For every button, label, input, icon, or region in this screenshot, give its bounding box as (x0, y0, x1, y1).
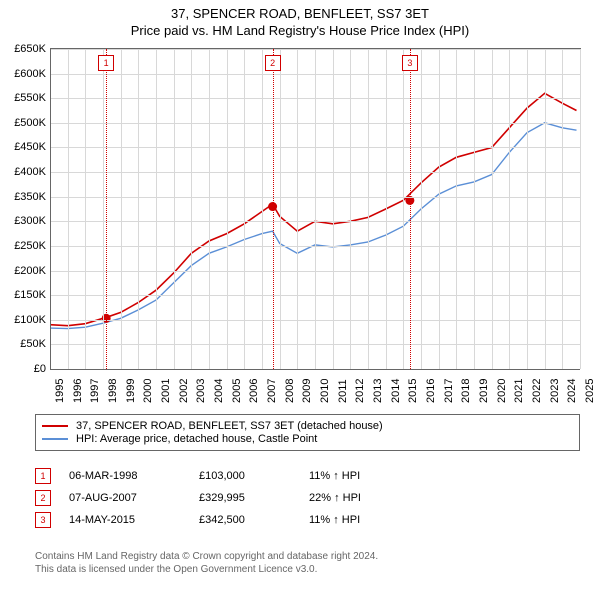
sale-marker-box: 2 (265, 55, 281, 71)
sale-price-1: £103,000 (199, 470, 309, 482)
x-axis-label: 2018 (460, 379, 472, 403)
footer-line-2: This data is licensed under the Open Gov… (35, 563, 378, 576)
sale-marker-box: 1 (98, 55, 114, 71)
x-axis-label: 2017 (443, 379, 455, 403)
sale-marker-3: 3 (35, 512, 51, 528)
x-axis-label: 2001 (160, 379, 172, 403)
sale-row-2: 2 07-AUG-2007 £329,995 22% ↑ HPI (35, 490, 419, 506)
x-axis-label: 2002 (178, 379, 190, 403)
sale-date-3: 14-MAY-2015 (69, 514, 199, 526)
footer-text: Contains HM Land Registry data © Crown c… (35, 550, 378, 576)
x-axis-label: 2014 (390, 379, 402, 403)
x-axis-label: 2023 (549, 379, 561, 403)
x-axis-label: 2011 (337, 379, 349, 403)
legend-box: 37, SPENCER ROAD, BENFLEET, SS7 3ET (det… (35, 414, 580, 451)
x-axis-label: 2006 (248, 379, 260, 403)
x-axis-label: 2009 (301, 379, 313, 403)
sale-pct-2: 22% ↑ HPI (309, 492, 419, 504)
sale-marker-1: 1 (35, 468, 51, 484)
y-axis-label: £350K (0, 191, 46, 203)
x-axis-label: 2000 (142, 379, 154, 403)
legend-label-blue: HPI: Average price, detached house, Cast… (76, 433, 317, 445)
sale-marker-2: 2 (35, 490, 51, 506)
x-axis-label: 2020 (496, 379, 508, 403)
x-axis-label: 2025 (584, 379, 596, 403)
title-subtitle: Price paid vs. HM Land Registry's House … (0, 23, 600, 40)
sale-price-2: £329,995 (199, 492, 309, 504)
y-axis-label: £400K (0, 166, 46, 178)
y-axis-label: £200K (0, 265, 46, 277)
sale-price-3: £342,500 (199, 514, 309, 526)
x-axis-label: 2003 (195, 379, 207, 403)
sale-pct-1: 11% ↑ HPI (309, 470, 419, 482)
y-axis-label: £450K (0, 141, 46, 153)
x-axis-label: 2016 (425, 379, 437, 403)
chart-container: 37, SPENCER ROAD, BENFLEET, SS7 3ET Pric… (0, 0, 600, 590)
sale-pct-3: 11% ↑ HPI (309, 514, 419, 526)
x-axis-label: 2005 (231, 379, 243, 403)
x-axis-label: 1995 (54, 379, 66, 403)
sales-list: 1 06-MAR-1998 £103,000 11% ↑ HPI 2 07-AU… (35, 462, 419, 534)
legend-swatch-red (42, 425, 68, 427)
y-axis-label: £600K (0, 68, 46, 80)
x-axis-label: 2008 (284, 379, 296, 403)
x-axis-label: 1998 (107, 379, 119, 403)
x-axis-label: 2010 (319, 379, 331, 403)
legend-row-red: 37, SPENCER ROAD, BENFLEET, SS7 3ET (det… (42, 420, 573, 432)
y-axis-label: £650K (0, 43, 46, 55)
sale-date-2: 07-AUG-2007 (69, 492, 199, 504)
y-axis-label: £150K (0, 289, 46, 301)
x-axis-label: 2012 (354, 379, 366, 403)
x-axis-label: 2004 (213, 379, 225, 403)
legend-swatch-blue (42, 438, 68, 440)
sale-marker-box: 3 (402, 55, 418, 71)
chart-title: 37, SPENCER ROAD, BENFLEET, SS7 3ET Pric… (0, 0, 600, 40)
x-axis-label: 1996 (72, 379, 84, 403)
y-axis-label: £500K (0, 117, 46, 129)
x-axis-label: 2024 (566, 379, 578, 403)
x-axis-label: 2022 (531, 379, 543, 403)
x-axis-label: 1999 (125, 379, 137, 403)
y-axis-label: £50K (0, 338, 46, 350)
y-axis-label: £100K (0, 314, 46, 326)
legend-label-red: 37, SPENCER ROAD, BENFLEET, SS7 3ET (det… (76, 420, 383, 432)
x-axis-label: 2015 (407, 379, 419, 403)
y-axis-label: £300K (0, 215, 46, 227)
sale-row-1: 1 06-MAR-1998 £103,000 11% ↑ HPI (35, 468, 419, 484)
x-axis-label: 2021 (513, 379, 525, 403)
y-axis-label: £550K (0, 92, 46, 104)
x-axis-label: 2019 (478, 379, 490, 403)
x-axis-label: 2007 (266, 379, 278, 403)
y-axis-label: £0 (0, 363, 46, 375)
footer-line-1: Contains HM Land Registry data © Crown c… (35, 550, 378, 563)
x-axis-label: 2013 (372, 379, 384, 403)
title-address: 37, SPENCER ROAD, BENFLEET, SS7 3ET (0, 6, 600, 23)
chart-area: £0£50K£100K£150K£200K£250K£300K£350K£400… (50, 48, 581, 369)
x-axis-label: 1997 (89, 379, 101, 403)
legend-row-blue: HPI: Average price, detached house, Cast… (42, 433, 573, 445)
sale-row-3: 3 14-MAY-2015 £342,500 11% ↑ HPI (35, 512, 419, 528)
y-axis-label: £250K (0, 240, 46, 252)
sale-date-1: 06-MAR-1998 (69, 470, 199, 482)
